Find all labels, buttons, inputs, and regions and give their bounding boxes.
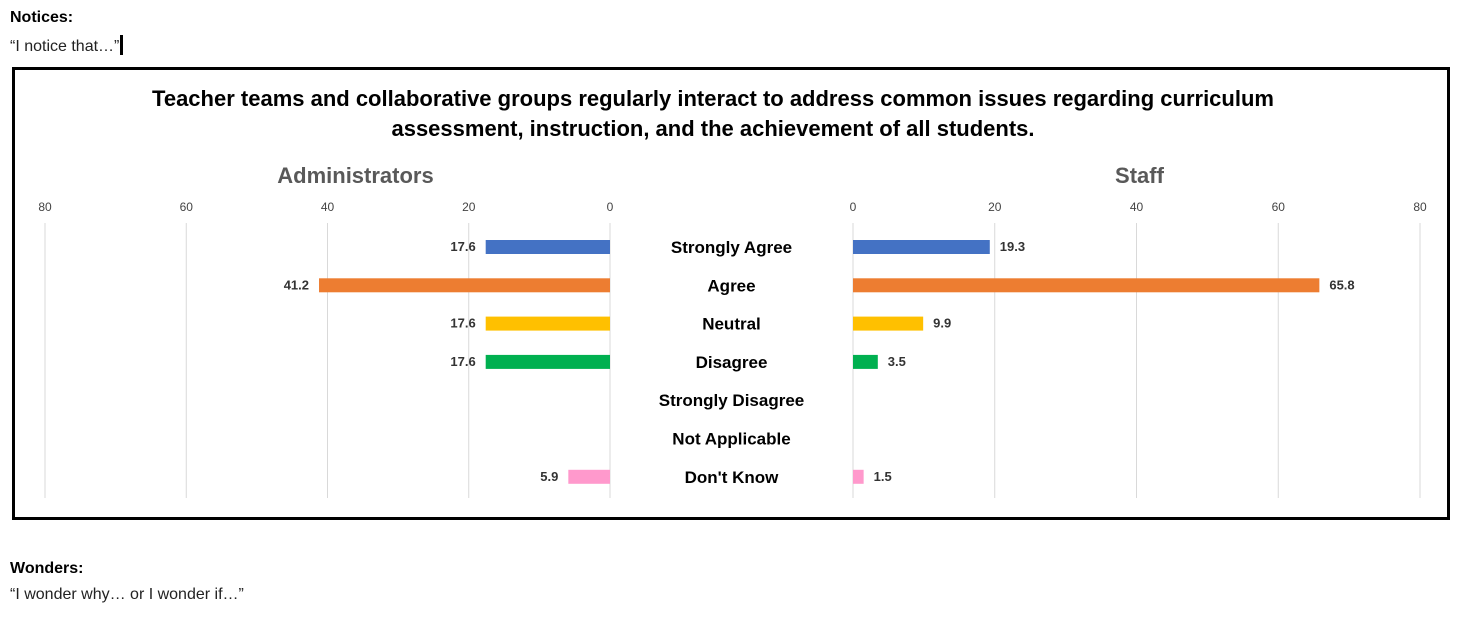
- data-label-administrators: 17.6: [450, 316, 475, 331]
- data-label-staff: 65.8: [1329, 277, 1354, 292]
- bar-staff: [853, 316, 924, 331]
- panel-title-staff: Staff: [1115, 163, 1165, 188]
- tick-label-left: 40: [321, 200, 335, 214]
- bar-staff: [853, 278, 1320, 293]
- notices-prompt-text: “I notice that…”: [10, 38, 120, 55]
- bar-administrators: [485, 240, 610, 254]
- bar-administrators: [485, 316, 610, 331]
- data-label-staff: 1.5: [874, 469, 892, 484]
- tick-label-left: 20: [462, 200, 476, 214]
- tick-label-left: 80: [38, 200, 52, 214]
- tick-label-left: 0: [607, 200, 614, 214]
- bar-staff: [853, 240, 990, 254]
- chart-title-line-2: assessment, instruction, and the achieve…: [391, 116, 1034, 141]
- butterfly-bar-chart: Teacher teams and collaborative groups r…: [38, 86, 1427, 498]
- category-label: Agree: [707, 276, 755, 295]
- category-label: Strongly Disagree: [659, 391, 805, 410]
- wonders-prompt[interactable]: “I wonder why… or I wonder if…”: [10, 586, 244, 603]
- category-label: Not Applicable: [672, 430, 790, 449]
- text-cursor: [120, 35, 124, 55]
- chart-frame: Teacher teams and collaborative groups r…: [12, 67, 1450, 520]
- tick-label-right: 0: [850, 200, 857, 214]
- data-label-administrators: 17.6: [450, 239, 475, 254]
- panel-title-administrators: Administrators: [277, 163, 433, 188]
- tick-label-right: 40: [1130, 200, 1144, 214]
- data-label-administrators: 17.6: [450, 354, 475, 369]
- chart-title-line-1: Teacher teams and collaborative groups r…: [152, 86, 1274, 111]
- bar-administrators: [568, 469, 610, 484]
- tick-label-right: 20: [988, 200, 1002, 214]
- category-label: Disagree: [696, 353, 768, 372]
- tick-label-left: 60: [180, 200, 194, 214]
- bar-administrators: [319, 278, 610, 293]
- data-label-administrators: 41.2: [284, 277, 309, 292]
- wonders-heading: Wonders:: [10, 560, 84, 577]
- notices-heading: Notices:: [10, 9, 74, 26]
- data-label-administrators: 5.9: [540, 469, 558, 484]
- notices-prompt[interactable]: “I notice that…”: [10, 35, 124, 56]
- tick-label-right: 60: [1272, 200, 1286, 214]
- category-label: Strongly Agree: [671, 238, 792, 257]
- data-label-staff: 3.5: [888, 354, 906, 369]
- bar-staff: [853, 469, 864, 484]
- data-label-staff: 9.9: [933, 316, 951, 331]
- data-label-staff: 19.3: [1000, 239, 1025, 254]
- bar-staff: [853, 354, 878, 369]
- bar-administrators: [485, 354, 610, 369]
- category-label: Neutral: [702, 315, 761, 334]
- category-label: Don't Know: [685, 468, 780, 487]
- tick-label-right: 80: [1413, 200, 1427, 214]
